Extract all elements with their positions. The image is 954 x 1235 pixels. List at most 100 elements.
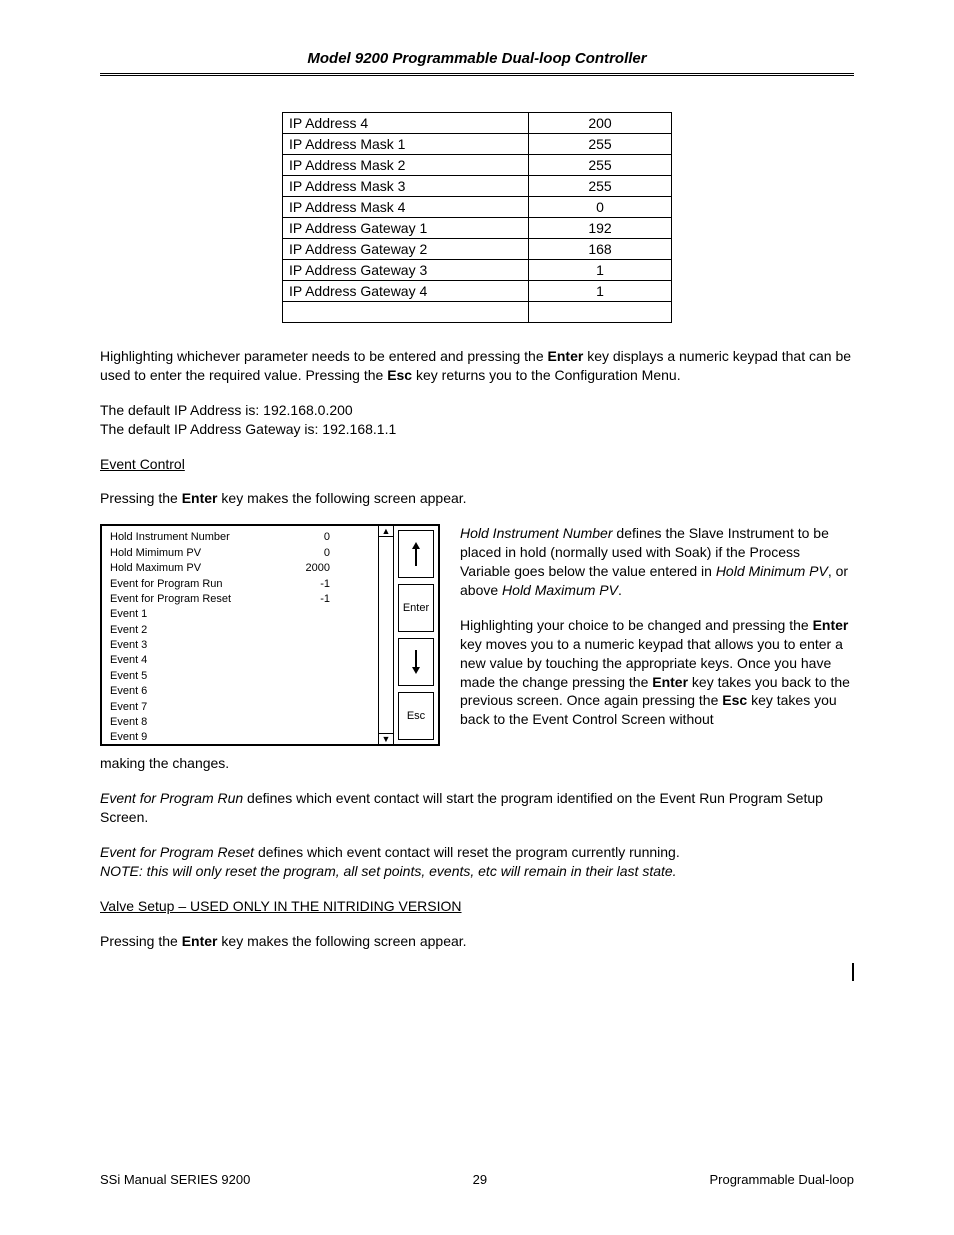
side-text-column: Hold Instrument Number defines the Slave… xyxy=(460,524,854,729)
key-enter: Enter xyxy=(813,617,849,633)
esc-button[interactable]: Esc xyxy=(398,692,434,740)
cell-value: 0 xyxy=(529,197,672,218)
list-item: Hold Instrument Number0 xyxy=(110,530,370,545)
key-esc: Esc xyxy=(387,367,412,383)
list-item: Event 2 xyxy=(110,623,370,638)
scrollbar[interactable]: ▲ ▼ xyxy=(378,526,394,744)
table-row: IP Address Gateway 31 xyxy=(283,260,672,281)
list-item: Event 9 xyxy=(110,730,370,745)
cell-value: 1 xyxy=(529,281,672,302)
cell-value xyxy=(529,302,672,323)
text: Pressing the xyxy=(100,490,182,506)
key-enter: Enter xyxy=(182,933,218,949)
table-row: IP Address Mask 1255 xyxy=(283,134,672,155)
cell-value: 1 xyxy=(529,260,672,281)
list-item: Event for Program Reset-1 xyxy=(110,592,370,607)
table-row: IP Address Mask 3255 xyxy=(283,176,672,197)
heading-event-control: Event Control xyxy=(100,456,185,472)
document-page: Model 9200 Programmable Dual-loop Contro… xyxy=(0,0,954,1235)
page-footer: SSi Manual SERIES 9200 29 Programmable D… xyxy=(100,1172,854,1187)
up-arrow-button[interactable] xyxy=(398,530,434,578)
section-heading: Valve Setup – USED ONLY IN THE NITRIDING… xyxy=(100,897,854,916)
text: Pressing the xyxy=(100,933,182,949)
footer-page-number: 29 xyxy=(473,1172,487,1187)
text: . xyxy=(618,582,622,598)
footer-right: Programmable Dual-loop xyxy=(709,1172,854,1187)
table-row xyxy=(283,302,672,323)
text: Highlighting your choice to be changed a… xyxy=(460,617,813,633)
list-item: Event 4 xyxy=(110,653,370,668)
text: defines which event contact will reset t… xyxy=(254,844,680,860)
cell-label: IP Address Gateway 4 xyxy=(283,281,529,302)
page-header-title: Model 9200 Programmable Dual-loop Contro… xyxy=(100,50,854,76)
heading-valve-setup: Valve Setup – USED ONLY IN THE NITRIDING… xyxy=(100,898,462,914)
term: Hold Instrument Number xyxy=(460,525,613,541)
list-item: Event 6 xyxy=(110,684,370,699)
text: The default IP Address Gateway is: 192.1… xyxy=(100,421,396,437)
table-row: IP Address Mask 40 xyxy=(283,197,672,218)
term: Event for Program Run xyxy=(100,790,243,806)
enter-button[interactable]: Enter xyxy=(398,584,434,632)
paragraph: Event for Program Reset defines which ev… xyxy=(100,843,854,881)
cell-label: IP Address Mask 4 xyxy=(283,197,529,218)
text: Highlighting whichever parameter needs t… xyxy=(100,348,548,364)
ip-address-table: IP Address 4200 IP Address Mask 1255 IP … xyxy=(282,112,672,323)
text: making the changes. xyxy=(100,755,229,771)
list-item: Event for Program Run-1 xyxy=(110,577,370,592)
table-row: IP Address 4200 xyxy=(283,113,672,134)
paragraph: Pressing the Enter key makes the followi… xyxy=(100,489,854,508)
footer-left: SSi Manual SERIES 9200 xyxy=(100,1172,250,1187)
list-item: Hold Mimimum PV0 xyxy=(110,546,370,561)
term: Hold Minimum PV xyxy=(716,563,828,579)
arrow-down-icon xyxy=(411,648,421,676)
text: key makes the following screen appear. xyxy=(218,933,467,949)
cell-value: 255 xyxy=(529,176,672,197)
text: The default IP Address is: 192.168.0.200 xyxy=(100,402,353,418)
list-item: Event 7 xyxy=(110,700,370,715)
table-row: IP Address Gateway 2168 xyxy=(283,239,672,260)
event-control-section: Hold Instrument Number0 Hold Mimimum PV0… xyxy=(100,524,854,746)
key-enter: Enter xyxy=(182,490,218,506)
paragraph: Event for Program Run defines which even… xyxy=(100,789,854,827)
cell-label: IP Address Gateway 2 xyxy=(283,239,529,260)
cell-value: 168 xyxy=(529,239,672,260)
cell-value: 255 xyxy=(529,134,672,155)
list-item: Event 8 xyxy=(110,715,370,730)
text: key returns you to the Configuration Men… xyxy=(412,367,680,383)
term: Hold Maximum PV xyxy=(502,582,618,598)
key-enter: Enter xyxy=(548,348,584,364)
table-row: IP Address Gateway 1192 xyxy=(283,218,672,239)
button-column: Enter Esc xyxy=(394,526,438,744)
term: Event for Program Reset xyxy=(100,844,254,860)
scroll-track[interactable] xyxy=(379,537,393,733)
text: key makes the following screen appear. xyxy=(218,490,467,506)
paragraph-continuation: making the changes. xyxy=(100,754,854,773)
paragraph: The default IP Address is: 192.168.0.200… xyxy=(100,401,854,439)
cell-label: IP Address Mask 1 xyxy=(283,134,529,155)
event-control-screenshot: Hold Instrument Number0 Hold Mimimum PV0… xyxy=(100,524,440,746)
cell-value: 200 xyxy=(529,113,672,134)
text-cursor-icon xyxy=(852,963,854,981)
table-row: IP Address Gateway 41 xyxy=(283,281,672,302)
cell-label: IP Address 4 xyxy=(283,113,529,134)
key-enter: Enter xyxy=(652,674,688,690)
cell-label: IP Address Mask 3 xyxy=(283,176,529,197)
section-heading: Event Control xyxy=(100,455,854,474)
paragraph: Hold Instrument Number defines the Slave… xyxy=(460,524,854,600)
list-item: Event 1 xyxy=(110,607,370,622)
down-arrow-button[interactable] xyxy=(398,638,434,686)
note-text: NOTE: this will only reset the program, … xyxy=(100,863,677,879)
list-item: Event 3 xyxy=(110,638,370,653)
cell-label: IP Address Gateway 3 xyxy=(283,260,529,281)
paragraph: Highlighting whichever parameter needs t… xyxy=(100,347,854,385)
cell-label xyxy=(283,302,529,323)
list-item: Hold Maximum PV2000 xyxy=(110,561,370,576)
cell-value: 255 xyxy=(529,155,672,176)
key-esc: Esc xyxy=(722,692,747,708)
scroll-up-icon[interactable]: ▲ xyxy=(379,526,393,537)
table-row: IP Address Mask 2255 xyxy=(283,155,672,176)
scroll-down-icon[interactable]: ▼ xyxy=(379,733,393,744)
list-item: Event 5 xyxy=(110,669,370,684)
cell-value: 192 xyxy=(529,218,672,239)
cell-label: IP Address Mask 2 xyxy=(283,155,529,176)
